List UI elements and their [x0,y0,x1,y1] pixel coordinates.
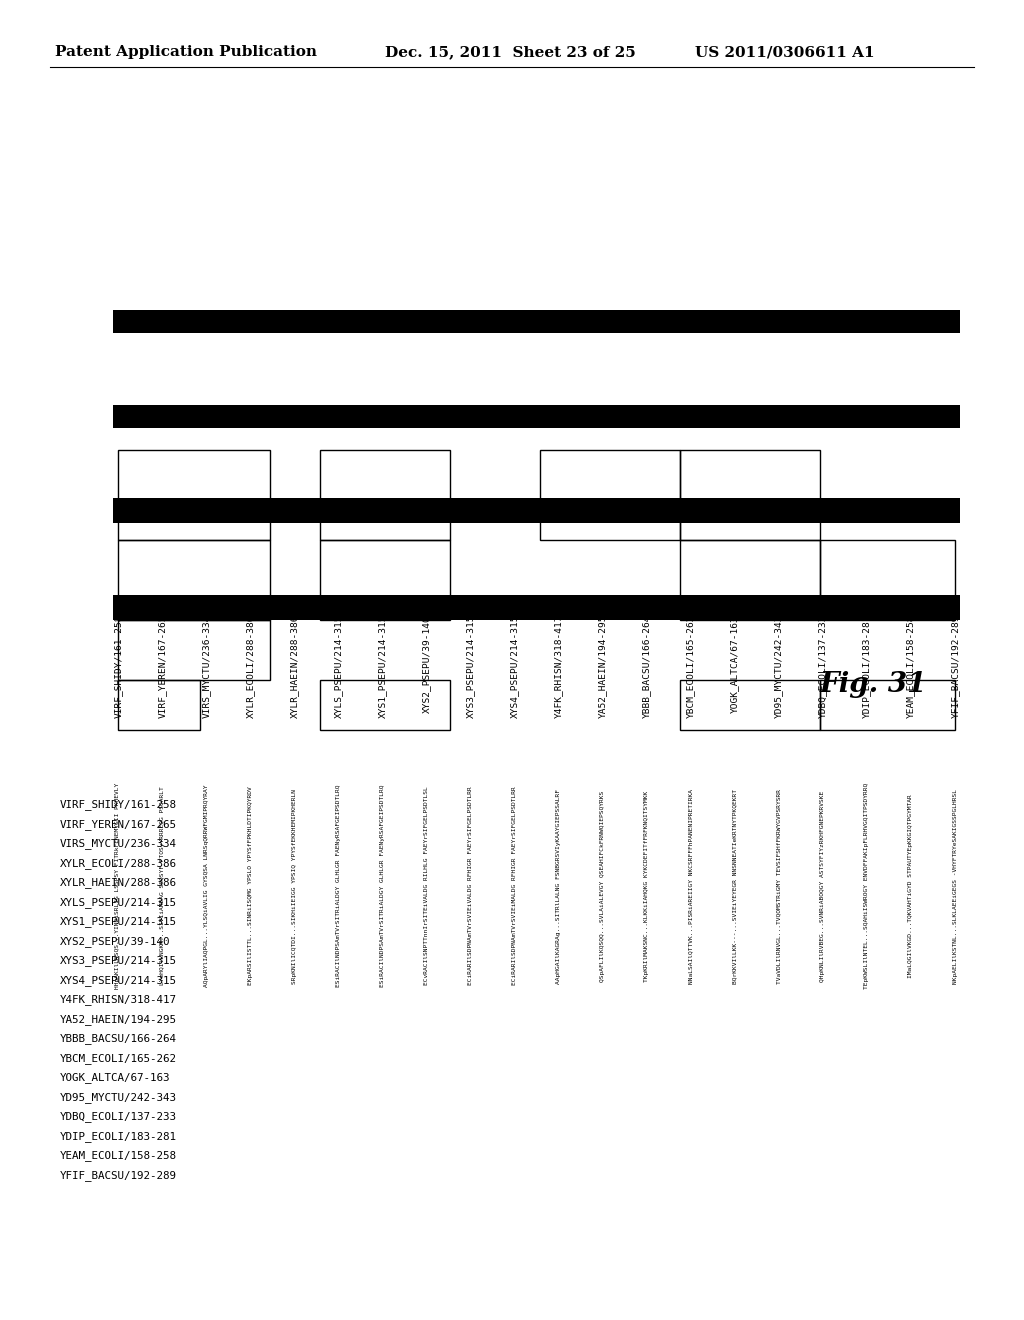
Bar [680,450,820,540]
Text: YDIP_ECOLI/183-281: YDIP_ECOLI/183-281 [60,1131,177,1142]
Text: VIRF_YEREN/167-265: VIRF_YEREN/167-265 [60,818,177,830]
Text: YDBQ_ECOLI/137-233: YDBQ_ECOLI/137-233 [60,1111,177,1122]
Text: BQrKKVIlLKK---...SVIEiYEYEGR NNSNNEATIeKRTNYTPKQEKRT: BQrKKVIlLKK---...SVIEiYEYEGR NNSNNEATIeK… [732,788,737,983]
Text: TEpKWSLIlNTEL...SQAHiISWROGY ENVDFFAKIpFLRHVGQITPSDYRRQ: TEpKWSLIlNTEL...SQAHiISWROGY ENVDFFAKIpF… [864,783,869,989]
Text: YD95_MYCTU/242-343: YD95_MYCTU/242-343 [60,1092,177,1104]
Text: YDBQ_ECOLI/137-233: YDBQ_ECOLI/137-233 [818,615,827,718]
Text: XYLR_HAEIN/288-386: XYLR_HAEIN/288-386 [60,878,177,888]
Text: XYS1_PSEPU/214-315: XYS1_PSEPU/214-315 [60,916,177,928]
Bar [118,540,270,620]
Text: US 2011/0306611 A1: US 2011/0306611 A1 [695,45,874,59]
Text: VIRS_MYCTU/236-334: VIRS_MYCTU/236-334 [60,838,177,850]
Text: IMaLQGIlVKGD...TQKVAHTiGYD STPAUTYEpKKGIQTPGYMTAR: IMaLQGIlVKGD...TQKVAHTiGYD STPAUTYEpKKGI… [908,795,913,978]
Text: XYS3_PSEPU/214-315: XYS3_PSEPU/214-315 [466,615,475,718]
Text: YEAM_ECOLI/158-258: YEAM_ECOLI/158-258 [906,615,915,718]
Text: QSpAFLIlKQSQQ...SVLAiALEVGY QSEAHIFCkFRNWQIEPSQYRKS: QSpAFLIlKQSQQ...SVLAiALEVGY QSEAHIFCkFRN… [600,791,605,982]
Text: YEAM_ECOLI/158-258: YEAM_ECOLI/158-258 [60,1151,177,1162]
Text: ESiRACIlNDPSAmTVrSITRiALDGY GLHLGR FAENyRSAFGEIPSDTLRQ: ESiRACIlNDPSAmTVrSITRiALDGY GLHLGR FAENy… [380,785,385,987]
Bar [113,498,961,523]
Text: YA52_HAEIN/194-295: YA52_HAEIN/194-295 [60,1014,177,1024]
Bar [680,680,820,730]
Bar [319,540,450,620]
Text: XYS2_PSEPU/39-140: XYS2_PSEPU/39-140 [60,936,171,946]
Text: VIRF_SHIDY/161-258: VIRF_SHIDY/161-258 [60,800,177,810]
Text: ECiRARIlSDPNAmTVrSVIEiVALDG RFHIGR FAEYrSIFGELPSDTLRR: ECiRARIlSDPNAmTVrSVIEiVALDG RFHIGR FAEYr… [468,787,473,985]
Text: YBBB_BACSU/166-264: YBBB_BACSU/166-264 [642,615,651,718]
Text: LYmHQIlLNGKM...SIVIiAMEAG SSQSYF FTOSyYRRREQG PSQARLT: LYmHQIlLNGKM...SIVIiAMEAG SSQSYF FTOSyYR… [160,787,165,985]
Text: XYLS_PSEPU/214-315: XYLS_PSEPU/214-315 [334,615,343,718]
Text: ESiRACIlNDPSAmTVrSITRiALDGY GLHLGR FAENyRSAFGEIPSDTLRQ: ESiRACIlNDPSAmTVrSITRiALDGY GLHLGR FAENy… [336,785,341,987]
Bar [319,450,450,540]
Text: XYLR_ECOLI/288-386: XYLR_ECOLI/288-386 [246,615,255,718]
Text: XYS1_PSEPU/214-315: XYS1_PSEPU/214-315 [378,615,387,718]
Bar [118,680,200,730]
Bar [680,540,820,620]
Text: QHpKNLIlRVBEG...SVNRiABOQGY ASTSYFIYzRKHFGNEPKRVSKE: QHpKNLIlRVBEG...SVNRiABOQGY ASTSYFIYzRKH… [820,791,825,982]
Text: YBCM_ECOLI/165-262: YBCM_ECOLI/165-262 [60,1053,177,1064]
Text: ECvRACIlSNPTTnnIrSITEiVALDG RILHLG FAEYrSIFGELPSDTLSL: ECvRACIlSNPTTnnIrSITEiVALDG RILHLG FAEYr… [424,787,429,985]
Text: YD95_MYCTU/242-343: YD95_MYCTU/242-343 [774,615,783,718]
Text: AQpARYlIAQPGL...YLSQiAVLIG GYSQSA LNRSqQRRWFGMIPRQYRAY: AQpARYlIAQPGL...YLSQiAVLIG GYSQSA LNRSqQ… [204,785,209,987]
Text: YOGK_ALTCA/67-163: YOGK_ALTCA/67-163 [730,615,739,713]
Text: VIRS_MYCTU/236-334: VIRS_MYCTU/236-334 [202,615,211,718]
Text: HHpAKIlLNSQS...YINDiSRLIG LSSPSY FITRkFENEMYGII PKHEVLY: HHpAKIlLNSQS...YINDiSRLIG LSSPSY FITRkFE… [116,783,121,989]
Text: XYS4_PSEPU/214-315: XYS4_PSEPU/214-315 [60,975,177,986]
Text: XYS3_PSEPU/214-315: XYS3_PSEPU/214-315 [60,956,177,966]
Text: TVaVDLIlRNVGL...TVQOMSTRiGMY TEVSIFSHfFKRWYGVPSRYSRR: TVaVDLIlRNVGL...TVQOMSTRiGMY TEVSIFSHfFK… [776,788,781,983]
Text: XYLR_HAEIN/288-386: XYLR_HAEIN/288-386 [290,615,299,718]
Text: VIRF_SHIDY/161-258: VIRF_SHIDY/161-258 [114,615,123,718]
Bar [113,310,961,333]
Text: TKpKRIlMAKSNC...KLKKiIAHQKG KYKCDEFITfFRFKNQITSYMKK: TKpKRIlMAKSNC...KLKKiIAHQKG KYKCDEFITfFR… [644,791,649,982]
Text: XYS4_PSEPU/214-315: XYS4_PSEPU/214-315 [510,615,519,718]
Text: EKpARSIlISTTL...SINRiISQMG YPSLO YPYSfFPKHLDTIPKQYRDV: EKpARSIlISTTL...SINRiISQMG YPSLO YPYSfFP… [248,787,253,985]
Text: NNaLSAIlQTTVK...PISRiAREIIGY NKCSRFFFhPANENIPRETIRKA: NNaLSAIlQTTVK...PISRiAREIIGY NKCSRFFFhPA… [688,788,693,983]
Text: Y4FK_RHISN/318-417: Y4FK_RHISN/318-417 [554,615,563,718]
Bar [118,450,270,540]
Text: YOGK_ALTCA/67-163: YOGK_ALTCA/67-163 [60,1073,171,1084]
Text: Dec. 15, 2011  Sheet 23 of 25: Dec. 15, 2011 Sheet 23 of 25 [385,45,636,59]
Text: XYS2_PSEPU/39-140: XYS2_PSEPU/39-140 [422,615,431,713]
Text: Fig. 31: Fig. 31 [820,672,928,698]
Text: YA52_HAEIN/194-295: YA52_HAEIN/194-295 [598,615,607,718]
Text: XYLS_PSEPU/214-315: XYLS_PSEPU/214-315 [60,898,177,908]
Text: YDIP_ECOLI/183-281: YDIP_ECOLI/183-281 [862,615,871,718]
Text: ECiRARIlSDPNAmTVrSVIEiMALDG RFHIGR FAEYrSIFGELPSDTLRR: ECiRARIlSDPNAmTVrSVIEiMALDG RFHIGR FAEYr… [512,787,517,985]
Bar [113,405,961,428]
Text: Y4FK_RHISN/318-417: Y4FK_RHISN/318-417 [60,994,177,1006]
Bar [118,620,270,680]
Bar [820,680,955,730]
Bar [319,680,450,730]
Text: Patent Application Publication: Patent Application Publication [55,45,317,59]
Text: SRpKNIlICQTDI...SIKHiIEIGG YPSIQ YPYSfEKKHEMIPKHERLN: SRpKNIlICQTDI...SIKHiIEIGG YPSIQ YPYSfEK… [292,788,297,983]
Bar [113,595,961,620]
Text: YBBB_BACSU/166-264: YBBB_BACSU/166-264 [60,1034,177,1044]
Text: YBCM_ECOLI/165-262: YBCM_ECOLI/165-262 [686,615,695,718]
Text: VIRF_YEREN/167-265: VIRF_YEREN/167-265 [158,615,167,718]
Text: NKpAELIlKSTNL...SLKLAEEiGEGS -VHYFTRYeSAKIGSSPGLHRSL: NKpAELIlKSTNL...SLKLAEEiGEGS -VHYFTRYeSA… [952,788,957,983]
Text: YFIF_BACSU/192-289: YFIF_BACSU/192-289 [950,615,959,718]
Text: XYLR_ECOLI/288-386: XYLR_ECOLI/288-386 [60,858,177,869]
Bar [820,540,955,620]
Text: YFIF_BACSU/192-289: YFIF_BACSU/192-289 [60,1170,177,1181]
Bar [540,450,680,540]
Text: AApHGAIlKAGRAg...SITRlLALNG FSNBGRSVIyKAAYGIEPSSALRF: AApHGAIlKAGRAg...SITRlLALNG FSNBGRSVIyKA… [556,788,561,983]
